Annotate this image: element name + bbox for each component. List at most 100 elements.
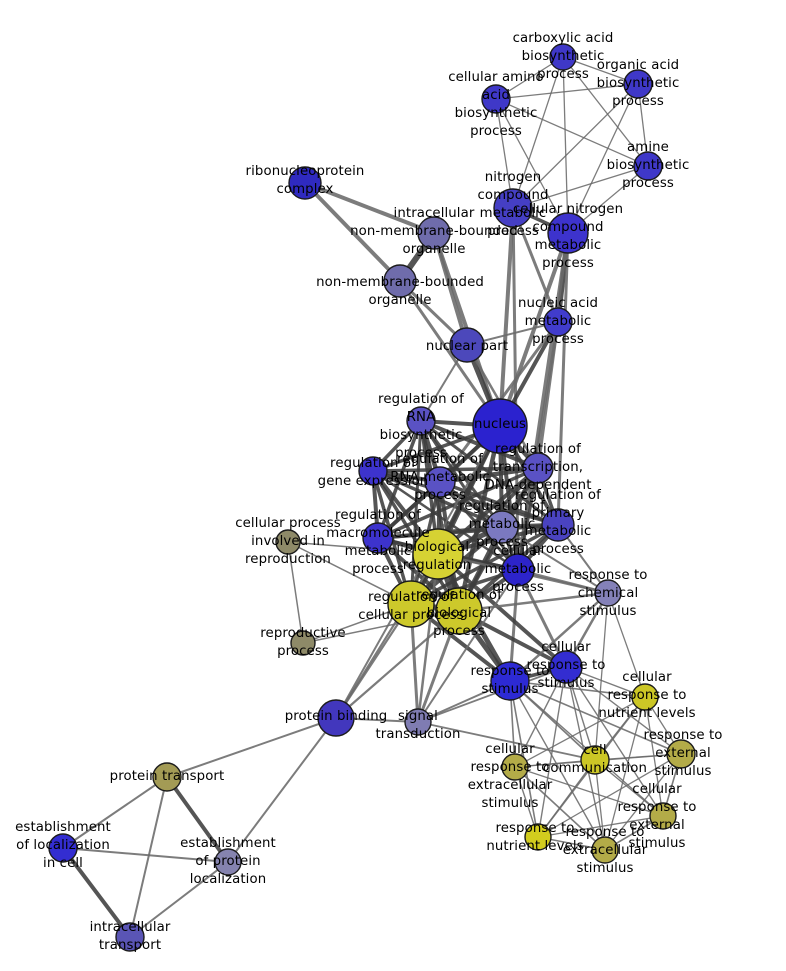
edge-proteinTransport-intraTransport [129,776,168,938]
edge-regRNAbio-cellMet [419,419,520,572]
node-regBio[interactable] [435,587,483,635]
node-respChem[interactable] [594,579,622,607]
node-reproProc[interactable] [290,630,316,656]
node-RTS[interactable] [490,661,530,701]
node-nucleus[interactable] [472,398,528,454]
node-signalTrans[interactable] [404,708,432,736]
edge-regTransc-regGeneExp [371,466,540,473]
edge-cellRespExternal-respNutrient [537,815,664,838]
edge-ribo-NMB [303,181,402,283]
node-cellProcRepro[interactable] [275,529,301,555]
edge-amino-cellNitrogen [495,98,569,234]
node-nucleicAcid[interactable] [543,307,573,337]
edge-RTS-cellRespNutrient [509,680,646,698]
edge-CRS-respNutrient [537,666,567,838]
edge-amine-nitrogenC [512,165,649,209]
edge-respChem-regMet [501,526,609,594]
node-carboxylic[interactable] [549,43,577,71]
edge-regGeneExp-regMet [371,469,504,529]
node-nuclearPart[interactable] [449,327,485,363]
node-regGeneExp[interactable] [358,456,388,486]
node-estLocCell[interactable] [48,833,78,863]
node-NMB[interactable] [383,264,417,298]
edge-cellComm-respExtra [594,759,606,851]
node-cellRespExtra[interactable] [501,753,529,781]
node-cellMet[interactable] [501,553,535,587]
edge-nitrogenC-nucleicAcid [511,206,560,324]
edge-reproProc-regBio [302,610,460,644]
edge-cellRespNutrient-cellRespExtra [514,696,646,768]
node-intraNMB[interactable] [417,216,451,250]
edge-estLocCell-intraTransport [61,846,132,939]
node-regRNAmet[interactable] [424,466,456,498]
node-respExtra[interactable] [591,836,619,864]
edge-carboxylic-nitrogenC [512,56,564,209]
edge-organic-cellNitrogen [567,83,639,234]
node-CRS[interactable] [549,650,583,684]
node-amine[interactable] [633,151,663,181]
edge-proteinBinding-proteinTransport [166,717,337,778]
node-regMet[interactable] [485,510,519,544]
node-proteinTransport[interactable] [152,762,182,792]
node-cellRespNutrient[interactable] [631,683,659,711]
node-regTransc[interactable] [522,452,554,484]
node-proteinBinding[interactable] [317,699,355,737]
node-intraTransport[interactable] [115,922,145,952]
node-amino[interactable] [481,84,511,114]
node-respNutrient[interactable] [524,823,552,851]
edge-RTS-respExternal [509,680,682,755]
edge-regTransc-cellMet [516,466,540,572]
edge-respChem-cellComm [594,592,609,761]
edge-respExternal-respNutrient [537,753,682,838]
edge-respChem-regBio [457,591,610,613]
edge-cellRespExtra-cellRespExternal [514,766,664,817]
node-ribo[interactable] [288,166,322,200]
edge-regGeneExp-cellMet [371,469,520,572]
node-nitrogenC[interactable] [493,188,533,228]
node-organic[interactable] [623,69,653,99]
edge-respChem-RTS [508,591,610,683]
node-respExternal[interactable] [666,739,696,769]
edge-signalTrans-cellMet [417,569,519,723]
edge-estLocCell-estProtLoc [62,847,229,863]
edge-nitrogenC-nucleus [498,206,515,428]
edge-signalTrans-CRS [417,666,567,723]
edge-cellComm-respNutrient [537,759,596,838]
edge-cellProcRepro-reproProc [287,541,304,644]
edge-RTS-respExtra [509,680,606,851]
edge-proteinBinding-nucleus [335,425,501,719]
node-bioReg[interactable] [412,528,464,580]
edge-regRNAbio-regCell [409,419,423,606]
edge-cellNitrogen-nucleus [498,231,570,428]
edge-respExternal-respExtra [604,753,682,851]
edge-CRS-respExternal [565,666,682,755]
edge-carboxylic-amine [562,56,649,167]
edge-organic-nitrogenC [512,83,639,209]
node-estProtLoc[interactable] [214,848,242,876]
edge-proteinTransport-estLocCell [62,776,168,849]
edge-carboxylic-cellNitrogen [562,56,569,234]
edge-cellRespExtra-respExtra [514,766,606,851]
node-regCell[interactable] [387,580,435,628]
edge-CRS-cellRespExtra [514,666,567,768]
node-cellNitrogen[interactable] [547,212,589,254]
edge-proteinBinding-estProtLoc [227,717,337,863]
edge-CRS-cellRespExternal [565,666,664,817]
node-cellRespExternal[interactable] [649,802,677,830]
node-regMacro[interactable] [362,522,394,554]
node-regPrimary[interactable] [541,508,575,542]
node-cellComm[interactable] [580,745,610,775]
node-regRNAbio[interactable] [406,406,436,436]
edge-respChem-cellRespNutrient [607,592,646,698]
edge-organic-amino [495,83,639,100]
edge-intraTransport-estProtLoc [129,861,229,938]
edge-ribo-intraNMB [303,181,436,235]
edge-cellMet-CRS [516,568,568,669]
edge-regTransc-regRNAmet [437,465,541,485]
edge-proteinBinding-regBio [334,609,461,720]
edge-bioReg-CRS [436,552,568,669]
edge-regGeneExp-regPrimary [371,469,560,527]
edge-layer [61,56,682,939]
